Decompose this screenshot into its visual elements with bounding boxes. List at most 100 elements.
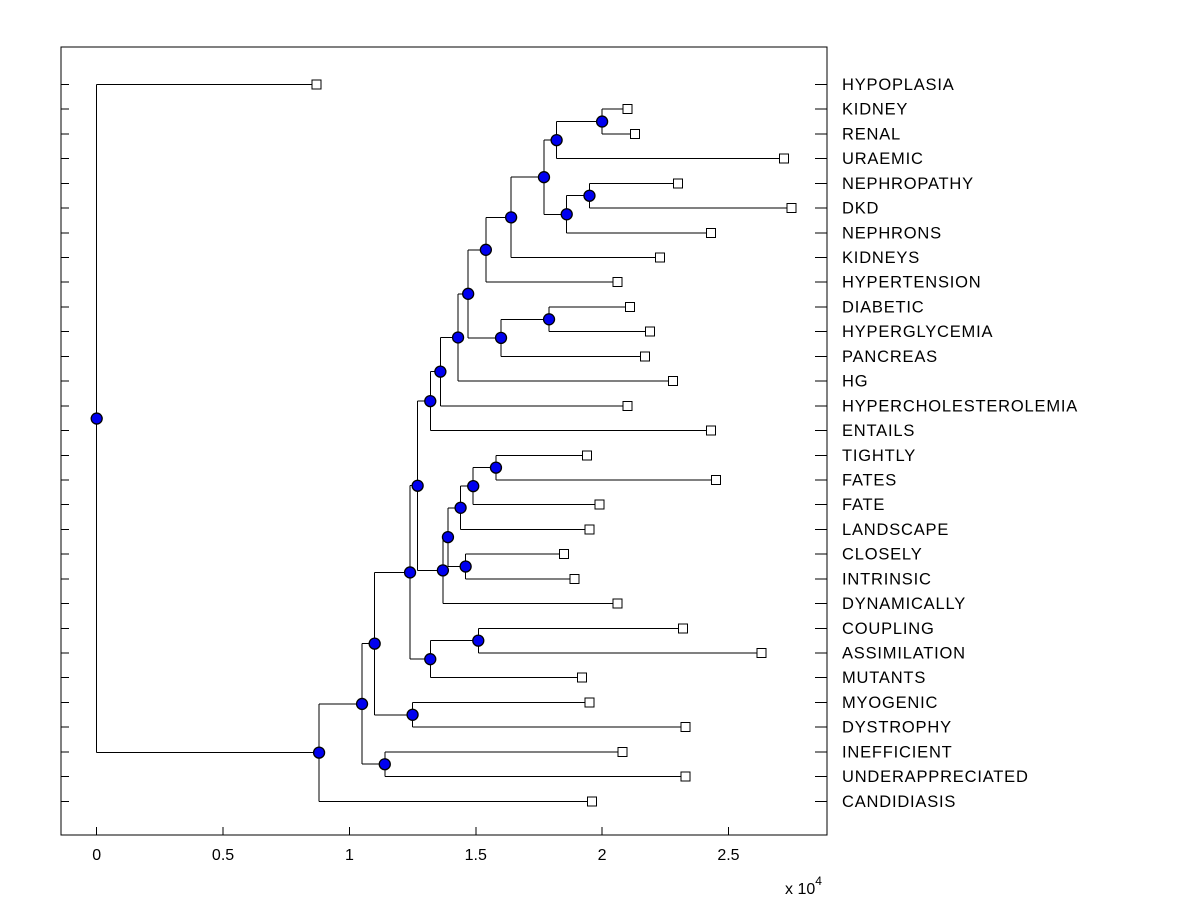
leaf-label: HYPOPLASIA	[842, 76, 955, 94]
leaf-label: NEPHROPATHY	[842, 175, 974, 193]
leaf-node-marker[interactable]	[680, 722, 691, 733]
leaf-node-marker[interactable]	[584, 697, 595, 708]
branch-node-marker[interactable]	[454, 501, 467, 514]
branch-node-marker[interactable]	[560, 208, 573, 221]
branch-node-marker[interactable]	[403, 566, 417, 579]
leaf-node-marker[interactable]	[705, 425, 716, 436]
branch-node-marker[interactable]	[595, 115, 609, 128]
leaf-node-marker[interactable]	[645, 326, 656, 337]
leaf-label: LANDSCAPE	[842, 521, 949, 539]
branch-node-marker[interactable]	[479, 243, 493, 256]
leaf-label: HYPERGLYCEMIA	[842, 323, 993, 341]
branch-node-marker[interactable]	[441, 530, 455, 544]
branch-node-marker[interactable]	[434, 365, 447, 378]
leaf-node-marker[interactable]	[559, 549, 570, 560]
branch-node-marker[interactable]	[424, 653, 437, 666]
leaf-node-marker[interactable]	[672, 178, 683, 189]
leaf-label: PANCREAS	[842, 348, 938, 366]
leaf-label: KIDNEYS	[842, 249, 920, 267]
axis-ticks	[61, 84, 827, 835]
leaf-label: INTRINSIC	[842, 570, 932, 588]
leaf-node-marker[interactable]	[311, 79, 322, 90]
x-tick-label: 2	[598, 847, 607, 864]
branch-node-marker[interactable]	[489, 461, 503, 474]
leaf-node-marker[interactable]	[655, 252, 666, 263]
branch-node-marker[interactable]	[472, 634, 485, 647]
tree-branches	[96, 84, 792, 802]
leaf-node-marker[interactable]	[612, 277, 623, 288]
leaf-node-marker[interactable]	[624, 301, 635, 312]
branch-node-marker[interactable]	[467, 480, 480, 493]
leaf-node-marker[interactable]	[629, 128, 640, 139]
leaf-label: UNDERAPPRECIATED	[842, 768, 1029, 786]
x-tick-label: 0	[92, 847, 101, 864]
leaf-label: FATE	[842, 496, 885, 514]
branch-node-marker[interactable]	[550, 133, 563, 147]
branch-node-marker[interactable]	[494, 331, 508, 344]
leaf-node-marker[interactable]	[756, 647, 767, 658]
leaf-label: RENAL	[842, 125, 901, 143]
leaf-node-marker[interactable]	[584, 524, 595, 535]
branch-node-marker[interactable]	[459, 560, 472, 573]
leaf-node-marker[interactable]	[640, 351, 651, 362]
leaf-node-marker[interactable]	[576, 672, 587, 683]
leaf-label: CANDIDIASIS	[842, 793, 956, 811]
leaf-node-marker[interactable]	[581, 450, 592, 461]
leaf-node-marker[interactable]	[677, 623, 688, 634]
leaf-label: HG	[842, 373, 868, 391]
leaf-node-marker[interactable]	[705, 227, 716, 238]
x-tick-label: 0.5	[212, 847, 234, 864]
leaf-label: DIABETIC	[842, 298, 925, 316]
x-tick-label: 1.5	[465, 847, 487, 864]
leaf-node-marker[interactable]	[594, 499, 605, 510]
branch-node-marker[interactable]	[537, 171, 551, 184]
leaf-node-marker[interactable]	[667, 376, 678, 387]
leaf-label: CLOSELY	[842, 546, 923, 564]
leaf-node-marker[interactable]	[569, 573, 580, 584]
leaf-label: ASSIMILATION	[842, 644, 966, 662]
branch-node-marker[interactable]	[312, 746, 326, 759]
branch-node-marker[interactable]	[436, 564, 450, 577]
leaf-node-marker[interactable]	[617, 746, 628, 757]
tree-node-markers	[90, 79, 797, 807]
branch-node-marker[interactable]	[451, 331, 465, 344]
leaf-label: NEPHRONS	[842, 224, 942, 242]
leaf-label: FATES	[842, 471, 897, 489]
branch-node-marker[interactable]	[411, 479, 424, 492]
branch-node-marker[interactable]	[368, 637, 381, 650]
branch-node-marker[interactable]	[462, 287, 475, 300]
branch-node-marker[interactable]	[424, 394, 437, 408]
leaf-node-marker[interactable]	[779, 153, 790, 164]
branch-node-marker[interactable]	[504, 211, 518, 224]
branch-node-marker[interactable]	[406, 708, 419, 721]
leaf-node-marker[interactable]	[612, 598, 623, 609]
leaf-node-marker[interactable]	[622, 400, 633, 411]
leaf-node-marker[interactable]	[586, 796, 597, 807]
leaf-labels: HYPOPLASIA KIDNEY RENAL URAEMIC NEPHROPATHY D…	[842, 76, 1078, 811]
branch-node-marker[interactable]	[90, 412, 103, 425]
branch-node-marker[interactable]	[355, 697, 369, 711]
leaf-label: HYPERCHOLESTEROLEMIA	[842, 397, 1078, 415]
leaf-label: MYOGENIC	[842, 694, 938, 712]
x-tick-label: 1	[345, 847, 354, 864]
leaf-label: INEFFICIENT	[842, 743, 953, 761]
branch-node-marker[interactable]	[378, 758, 391, 771]
leaf-label: MUTANTS	[842, 669, 926, 687]
x-tick-label: 2.5	[717, 847, 739, 864]
leaf-label: KIDNEY	[842, 101, 908, 119]
leaf-label: URAEMIC	[842, 150, 924, 168]
leaf-label: DYNAMICALLY	[842, 595, 966, 613]
branch-node-marker[interactable]	[583, 189, 596, 202]
axes-box	[60, 46, 828, 836]
axes-box-group	[60, 46, 828, 836]
leaf-label: COUPLING	[842, 620, 935, 638]
leaf-label: ENTAILS	[842, 422, 915, 440]
leaf-node-marker[interactable]	[680, 771, 691, 782]
branch-node-marker[interactable]	[542, 313, 556, 326]
x-tick-labels: 0 0.5 1 1.5 2 2.5	[92, 847, 739, 864]
leaf-node-marker[interactable]	[710, 474, 721, 485]
leaf-node-marker[interactable]	[622, 104, 633, 115]
leaf-node-marker[interactable]	[786, 203, 797, 214]
